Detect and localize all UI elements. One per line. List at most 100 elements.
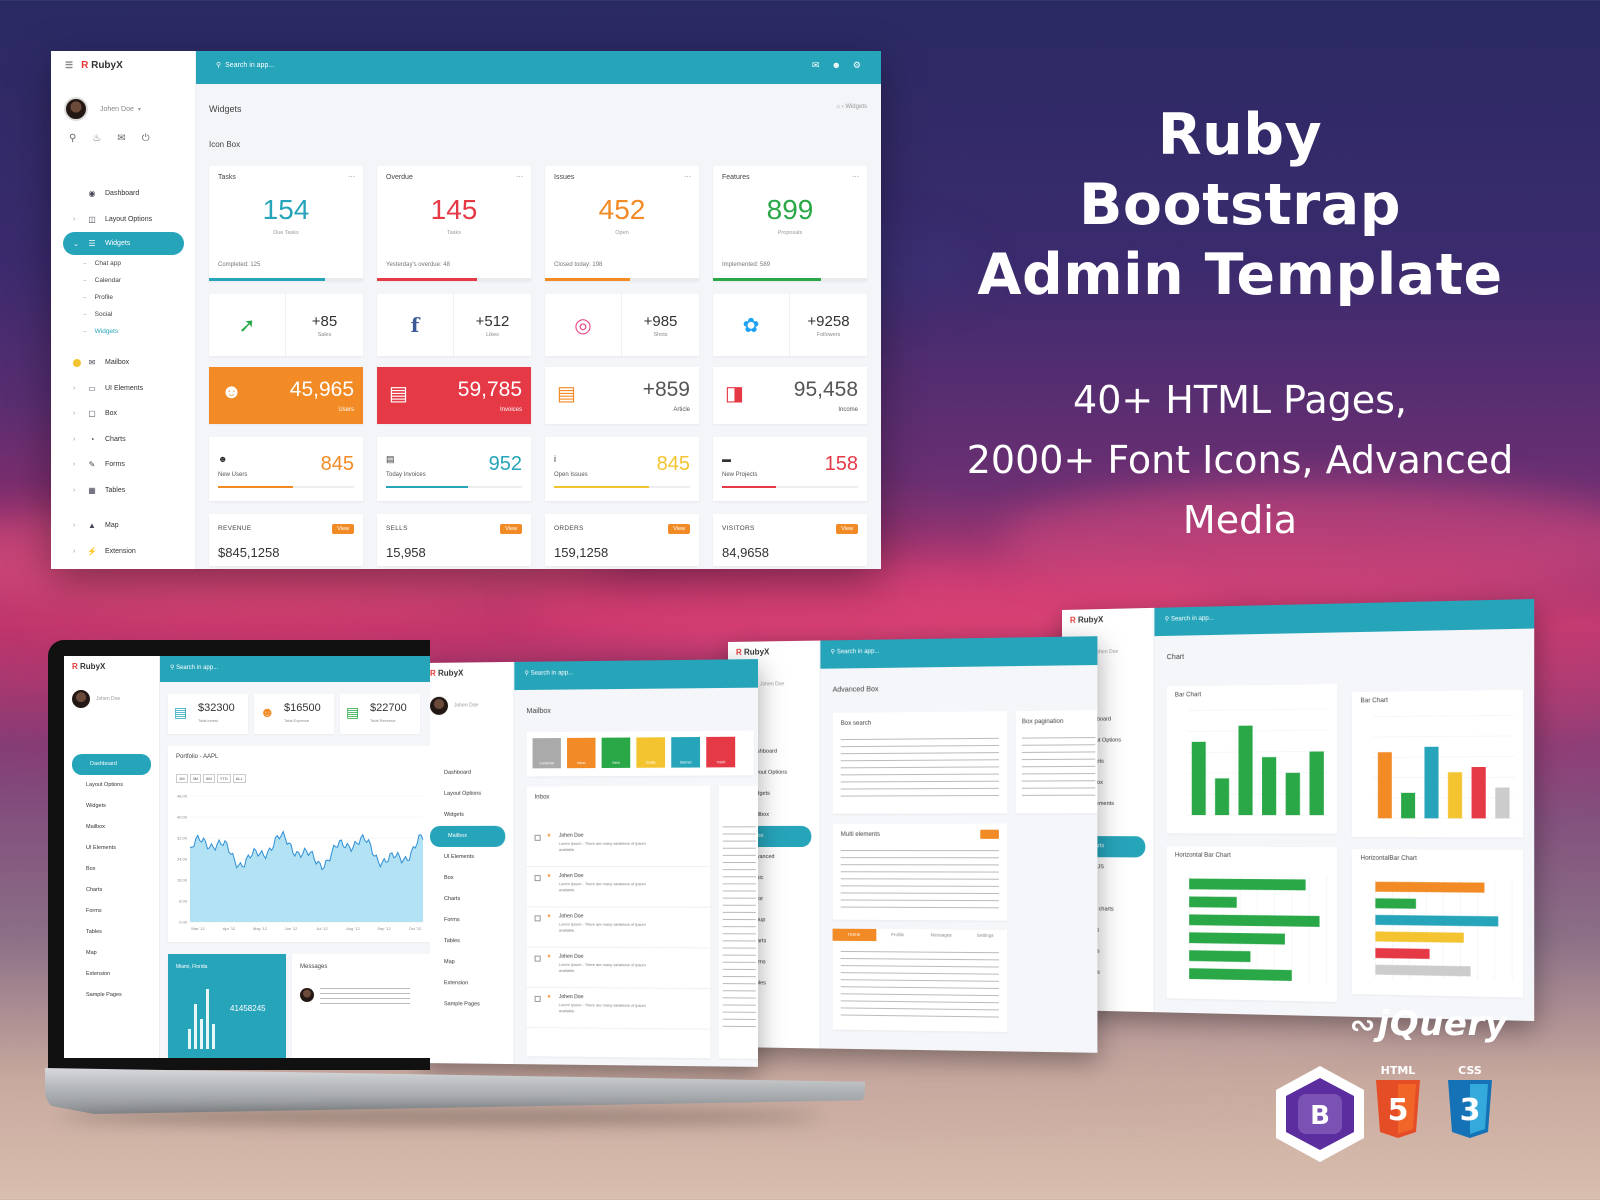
- mail-action-button[interactable]: Starred: [671, 737, 700, 768]
- chevron-down-icon[interactable]: ▾: [138, 106, 141, 113]
- sidebar-item-layout-options[interactable]: › ◫ Layout Options: [51, 207, 196, 233]
- list-item[interactable]: ★ Johen Doe Lorem Ipsum - There are many v…: [526, 948, 710, 990]
- css3-number: 3: [1460, 1093, 1481, 1128]
- sidebar-item[interactable]: Mailbox: [64, 817, 159, 838]
- sidebar-item[interactable]: Charts: [64, 880, 159, 901]
- user-panel[interactable]: Johen Doe ▾: [64, 97, 141, 121]
- sidebar-item[interactable]: UI Elements: [64, 838, 159, 859]
- mail-action-button[interactable]: Sent: [602, 737, 631, 768]
- checkbox[interactable]: [535, 835, 541, 841]
- power-icon[interactable]: ⏻: [142, 133, 150, 144]
- tab[interactable]: Settings: [963, 930, 1007, 943]
- checkbox[interactable]: [535, 915, 541, 921]
- action-button[interactable]: [980, 830, 999, 839]
- user-name[interactable]: Johen Doe: [1094, 649, 1118, 655]
- mail-action-button[interactable]: Inbox: [567, 738, 595, 768]
- subnav-item-chat-app[interactable]: – Chat app: [51, 255, 196, 272]
- subnav-item-widgets[interactable]: – Widgets: [51, 323, 196, 340]
- user-name[interactable]: Johen Doe: [454, 702, 478, 708]
- more-icon[interactable]: ⋯: [852, 173, 859, 181]
- user-icon[interactable]: ☻: [831, 60, 840, 71]
- tab[interactable]: Messages: [919, 929, 963, 942]
- tab[interactable]: Home: [833, 929, 876, 941]
- subnav-item-profile[interactable]: – Profile: [51, 289, 196, 306]
- search-input[interactable]: ⚲ Search in app...: [216, 61, 274, 69]
- view-button[interactable]: View: [836, 524, 858, 534]
- progress-fill: [554, 486, 649, 488]
- sidebar-item-forms[interactable]: › ✎ Forms: [51, 452, 196, 478]
- subnav-item-social[interactable]: – Social: [51, 306, 196, 323]
- sidebar-item-charts[interactable]: › ◔ Charts: [51, 427, 196, 453]
- sidebar-item-dashboard[interactable]: ◉ Dashboard: [51, 181, 196, 207]
- sidebar-item-box[interactable]: › ▢ Box: [51, 401, 196, 427]
- search-input[interactable]: ⚲ Search in app...: [1165, 615, 1214, 623]
- sidebar-item-label: Box: [105, 410, 117, 417]
- search-input[interactable]: ⚲ Search in app...: [524, 669, 573, 677]
- list-item[interactable]: ★ Johen Doe Lorem Ipsum - There are many v…: [526, 907, 710, 948]
- sidebar-item[interactable]: Dashboard: [72, 754, 151, 775]
- search-input[interactable]: ⚲ Search in app...: [170, 664, 218, 671]
- sidebar-item[interactable]: Forms: [64, 901, 159, 922]
- logo[interactable]: ☰ R RubyX: [65, 60, 123, 71]
- mail-icon[interactable]: ✉: [812, 60, 820, 71]
- sidebar-item[interactable]: Tables: [64, 922, 159, 943]
- more-icon[interactable]: ⋯: [516, 173, 523, 181]
- search-input[interactable]: ⚲ Search in app...: [831, 648, 880, 656]
- sidebar-item-tables[interactable]: › ▦ Tables: [51, 478, 196, 504]
- checkbox[interactable]: [535, 875, 541, 881]
- sidebar-item-mailbox[interactable]: ✉ Mailbox: [51, 350, 196, 376]
- sidebar-item-extension[interactable]: › ⚡ Extension: [51, 539, 196, 565]
- mail-action-button[interactable]: Drafts: [636, 737, 665, 768]
- more-icon[interactable]: ⋯: [684, 173, 691, 181]
- more-icon[interactable]: ⋯: [348, 173, 355, 181]
- star-icon[interactable]: ★: [547, 913, 552, 919]
- mail-sender: Johen Doe: [559, 913, 584, 919]
- user-name[interactable]: Johen Doe: [96, 696, 120, 702]
- avatar[interactable]: [64, 97, 88, 121]
- star-icon[interactable]: ★: [547, 873, 552, 879]
- avatar[interactable]: [72, 690, 90, 708]
- list-item[interactable]: ★ Johen Doe Lorem Ipsum - There are many v…: [526, 988, 710, 1030]
- star-icon[interactable]: ★: [547, 833, 552, 839]
- bell-icon[interactable]: ♨: [92, 133, 101, 144]
- mail-action-button[interactable]: Trash: [706, 737, 735, 768]
- sidebar-item[interactable]: Mailbox: [430, 826, 505, 847]
- logo[interactable]: R RubyX: [736, 647, 769, 657]
- list-item[interactable]: ★ Johen Doe Lorem Ipsum - There are many v…: [526, 867, 710, 908]
- social-label: Shots: [653, 332, 667, 338]
- list-item[interactable]: ★ Johen Doe Lorem Ipsum - There are many v…: [526, 826, 710, 867]
- mini-bar: [200, 1019, 203, 1049]
- sidebar-item[interactable]: Widgets: [64, 796, 159, 817]
- tab[interactable]: Profile: [876, 929, 920, 941]
- logo[interactable]: R RubyX: [1070, 615, 1103, 625]
- sidebar-item[interactable]: Map: [64, 943, 159, 964]
- home-icon[interactable]: ⌂: [836, 104, 840, 110]
- chat-icon[interactable]: ✉: [117, 133, 125, 144]
- mail-action-button[interactable]: Compose: [533, 738, 561, 768]
- checkbox[interactable]: [535, 996, 541, 1002]
- sidebar-item[interactable]: Box: [64, 859, 159, 880]
- avatar[interactable]: [300, 988, 314, 1002]
- sidebar-item-map[interactable]: › ▲ Map: [51, 513, 196, 539]
- mail-sender: Johen Doe: [559, 954, 584, 960]
- search-icon[interactable]: ⚲: [69, 133, 76, 144]
- sidebar-item[interactable]: Extension: [64, 964, 159, 985]
- sidebar-item-ui-elements[interactable]: › ▭ UI Elements: [51, 376, 196, 402]
- stat-sublabel: Proposals: [713, 230, 867, 236]
- subnav-item-calendar[interactable]: – Calendar: [51, 272, 196, 289]
- star-icon[interactable]: ★: [547, 994, 552, 1000]
- logo[interactable]: R RubyX: [72, 662, 105, 671]
- view-button[interactable]: View: [668, 524, 690, 534]
- sidebar-item[interactable]: Layout Options: [64, 775, 159, 796]
- user-name[interactable]: Johen Doe: [760, 681, 784, 687]
- gear-icon[interactable]: ⚙: [853, 60, 861, 71]
- sidebar-item-widgets[interactable]: ⌄ ☰ Widgets: [63, 232, 184, 255]
- star-icon[interactable]: ★: [547, 954, 552, 960]
- checkbox[interactable]: [535, 956, 541, 962]
- stat-value: 154: [209, 194, 363, 226]
- sidebar-item[interactable]: Sample Pages: [64, 985, 159, 1006]
- view-button[interactable]: View: [500, 524, 522, 534]
- view-button[interactable]: View: [332, 524, 354, 534]
- user-name[interactable]: Johen Doe: [100, 106, 134, 113]
- hamburger-icon[interactable]: ☰: [65, 60, 73, 71]
